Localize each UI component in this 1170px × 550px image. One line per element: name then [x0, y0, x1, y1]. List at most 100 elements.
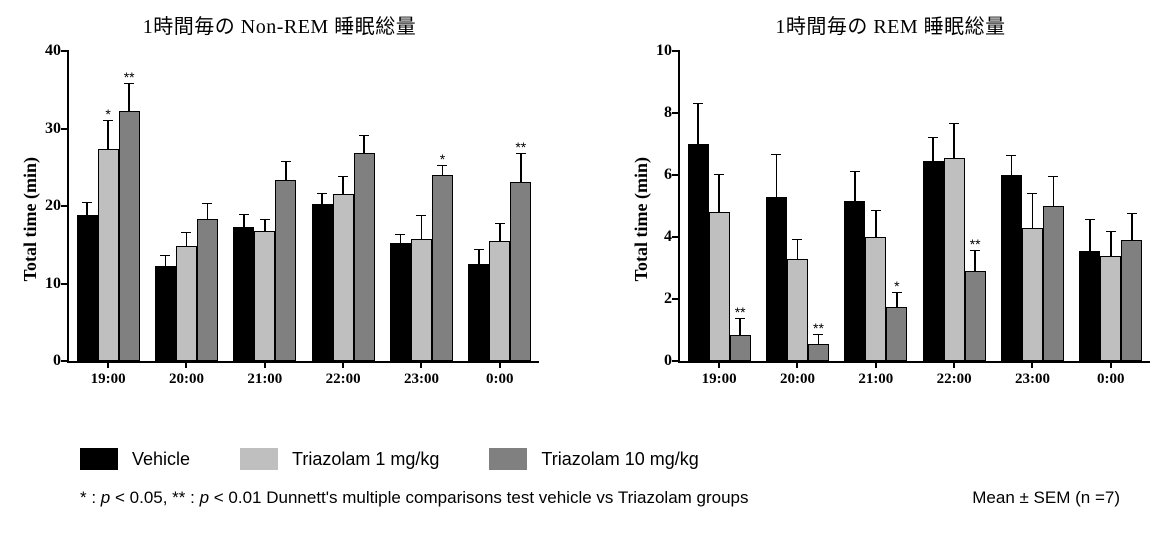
- bar-tz1: [1022, 228, 1043, 361]
- x-tick-label: 22:00: [304, 371, 382, 388]
- bar-group: [155, 190, 218, 361]
- bar-vehicle: [233, 227, 254, 361]
- x-axis-wrap: 19:0020:0021:0022:0023:000:00: [656, 363, 1150, 388]
- axis-row: 1086420*******: [656, 51, 1150, 363]
- bar-tz10: [197, 219, 218, 361]
- bar-slot: [390, 221, 411, 361]
- bar-tz1: [787, 259, 808, 361]
- error-bar: [478, 250, 480, 264]
- error-bar: [739, 319, 741, 335]
- bar-group: ***: [77, 70, 140, 361]
- x-axis: 19:0020:0021:0022:0023:000:00: [69, 371, 539, 388]
- bar-group: **: [766, 141, 829, 361]
- error-bar: [1053, 177, 1055, 206]
- bar-tz1: [489, 241, 510, 361]
- legend-label: Triazolam 10 mg/kg: [541, 449, 698, 470]
- bar-group: [312, 122, 375, 362]
- x-tick-label: 20:00: [147, 371, 225, 388]
- chart-panel-nonrem: 1時間毎の Non-REM 睡眠総量Total time (min)403020…: [20, 10, 539, 430]
- error-bar: [86, 203, 88, 215]
- bar-tz10: [1121, 240, 1142, 361]
- error-bar: [107, 121, 109, 150]
- bar-slot: [233, 201, 254, 361]
- bar-tz10: [119, 111, 140, 361]
- error-bar: [1131, 214, 1133, 240]
- significance-marker: *: [894, 279, 899, 293]
- bar-slot: [411, 202, 432, 361]
- bar-slot: [77, 189, 98, 361]
- x-tick-label: 20:00: [758, 371, 836, 388]
- footnote-mean-sem: Mean ± SEM (n =7): [972, 488, 1120, 508]
- bar-group: **: [468, 140, 531, 361]
- error-bar: [953, 124, 955, 158]
- x-tick-label: 19:00: [69, 371, 147, 388]
- bar-slot: [155, 242, 176, 361]
- significance-marker: **: [813, 321, 824, 335]
- bar-tz10: [432, 175, 453, 361]
- legend-swatch: [80, 448, 118, 470]
- bar-group: [233, 148, 296, 361]
- significance-marker: *: [105, 107, 110, 121]
- bar-slot: [688, 90, 709, 361]
- error-bar: [697, 104, 699, 144]
- bar-slot: [1043, 163, 1064, 361]
- bar-tz1: [1100, 256, 1121, 361]
- error-bar: [442, 166, 444, 175]
- plot-area: ******: [67, 51, 539, 363]
- y-tick-mark: [61, 205, 69, 207]
- bar-vehicle: [1001, 175, 1022, 361]
- bar-tz10: [1043, 206, 1064, 361]
- x-tick-label: 23:00: [993, 371, 1071, 388]
- x-axis-wrap: 19:0020:0021:0022:0023:000:00: [45, 363, 539, 388]
- plot-wrap: 1086420*******19:0020:0021:0022:0023:000…: [656, 51, 1150, 388]
- bar-vehicle: [77, 215, 98, 361]
- bar-slot: [1022, 180, 1043, 361]
- error-bar: [520, 154, 522, 182]
- bar-vehicle: [844, 201, 865, 361]
- bar-tz10: [510, 182, 531, 361]
- bar-slot: *: [432, 152, 453, 361]
- error-bar: [165, 256, 167, 266]
- y-tick-mark: [672, 360, 680, 362]
- footnote-p2: p: [200, 488, 209, 507]
- bar-slot: *: [98, 107, 119, 361]
- x-axis: 19:0020:0021:0022:0023:000:00: [680, 371, 1150, 388]
- x-tick-label: 21:00: [837, 371, 915, 388]
- bar-tz1: [333, 194, 354, 361]
- error-bar: [1089, 220, 1091, 251]
- error-bar: [207, 204, 209, 220]
- x-tick-label: 22:00: [915, 371, 993, 388]
- error-bar: [186, 233, 188, 246]
- bar-vehicle: [923, 161, 944, 361]
- bar-vehicle: [766, 197, 787, 361]
- bar-slot: [489, 210, 510, 361]
- bar-slot: [787, 226, 808, 361]
- significance-marker: *: [440, 152, 445, 166]
- y-tick-mark: [672, 50, 680, 52]
- significance-marker: **: [515, 140, 526, 154]
- footnote-row: * : p < 0.05, ** : p < 0.01 Dunnett's mu…: [20, 488, 1150, 508]
- legend-item: Triazolam 10 mg/kg: [489, 448, 698, 470]
- legend-label: Triazolam 1 mg/kg: [292, 449, 439, 470]
- bar-slot: [333, 163, 354, 361]
- bar-slot: [923, 124, 944, 361]
- bar-slot: [1001, 142, 1022, 361]
- x-tick-label: 19:00: [680, 371, 758, 388]
- bar-tz10: [808, 344, 829, 361]
- legend: VehicleTriazolam 1 mg/kgTriazolam 10 mg/…: [20, 448, 1150, 470]
- footnote-text: < 0.01 Dunnett's multiple comparisons te…: [209, 488, 748, 507]
- bar-tz1: [411, 239, 432, 361]
- bar-tz1: [944, 158, 965, 361]
- chart-body: Total time (min)1086420*******19:0020:00…: [631, 51, 1150, 388]
- legend-swatch: [489, 448, 527, 470]
- legend-item: Triazolam 1 mg/kg: [240, 448, 439, 470]
- footnote-p1: p: [101, 488, 110, 507]
- significance-marker: **: [735, 305, 746, 319]
- bar-slot: [709, 161, 730, 361]
- bar-vehicle: [155, 266, 176, 361]
- y-tick-mark: [61, 50, 69, 52]
- plot-wrap: 403020100******19:0020:0021:0022:0023:00…: [45, 51, 539, 388]
- y-tick-mark: [61, 283, 69, 285]
- footnote-stats: * : p < 0.05, ** : p < 0.01 Dunnett's mu…: [80, 488, 749, 508]
- bar-vehicle: [688, 144, 709, 361]
